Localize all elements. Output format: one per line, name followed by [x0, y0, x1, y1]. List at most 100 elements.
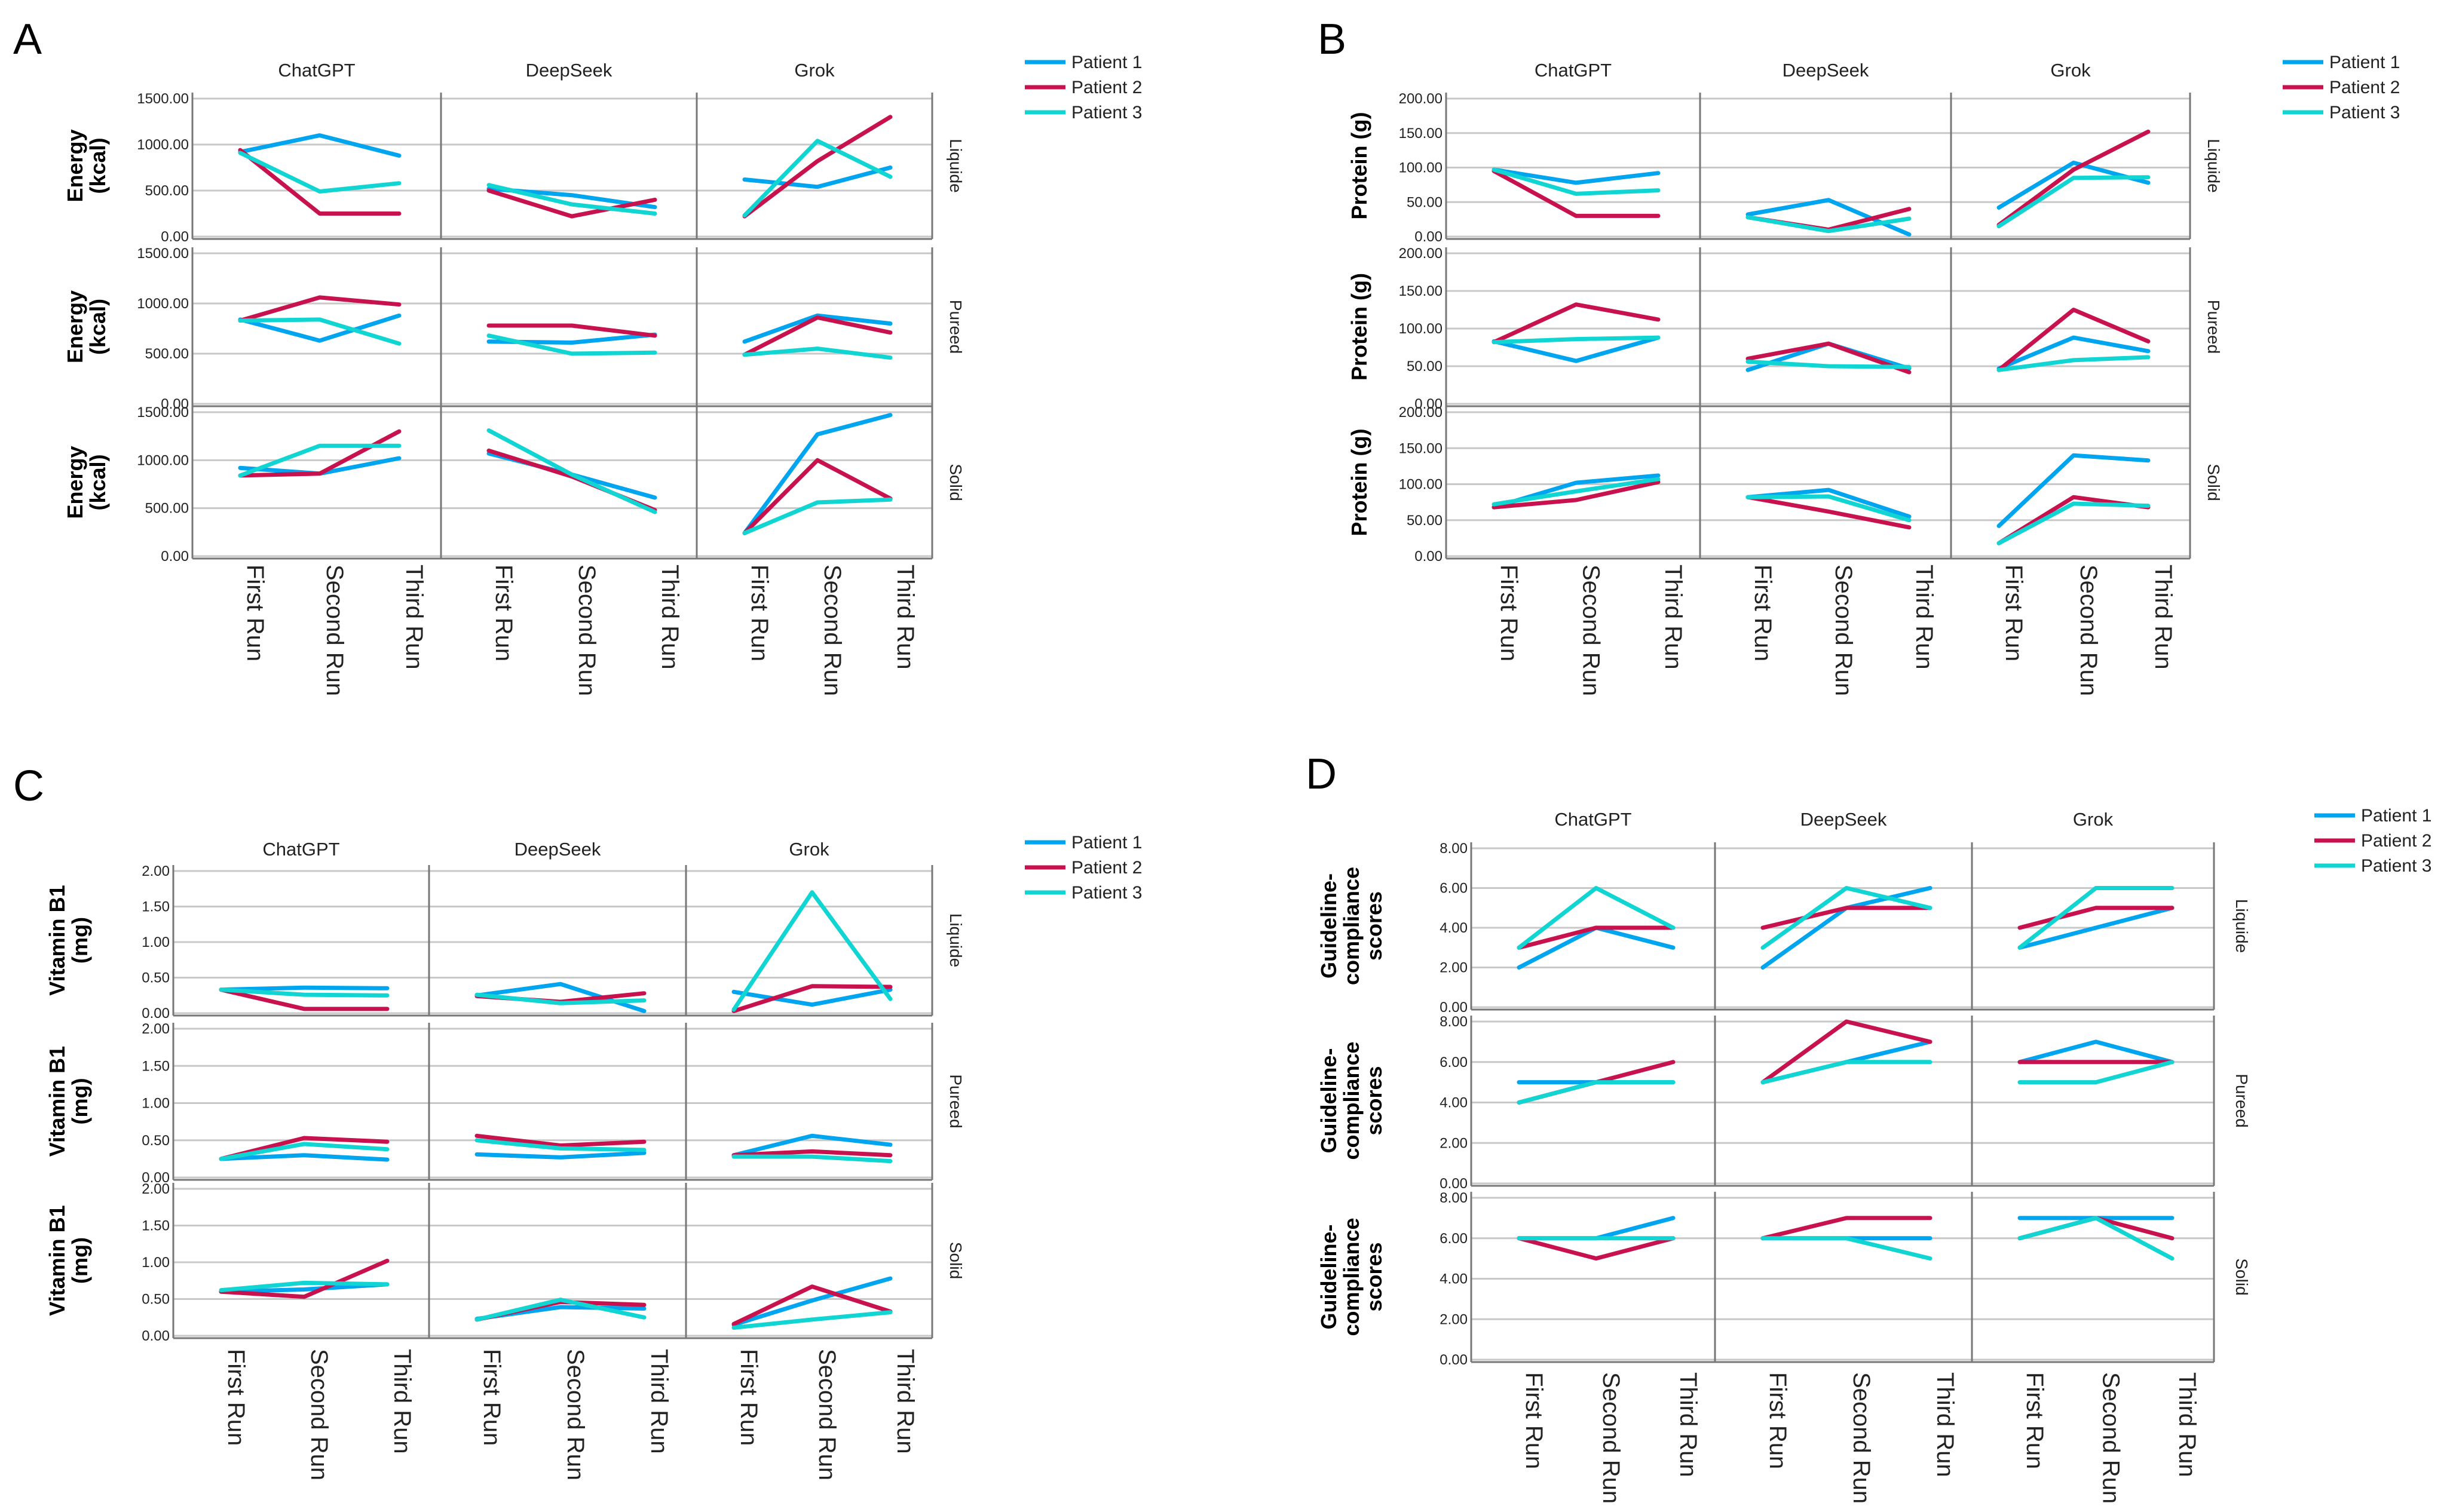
series-line-patient-3	[1996, 501, 2151, 545]
series-line-patient-3	[731, 1310, 893, 1330]
series-line-patient-2	[1760, 906, 1933, 930]
y-axis-label-line: Protein (g)	[1347, 112, 1371, 220]
series-line-patient-2	[2017, 906, 2175, 930]
legend-label: Patient 3	[2329, 103, 2400, 122]
legend-label: Patient 1	[1071, 53, 1142, 72]
y-tick-label: 2.00	[142, 1021, 170, 1037]
column-title: DeepSeek	[526, 60, 612, 81]
x-tick-label: Second Run	[1848, 1372, 1875, 1504]
y-tick-label: 4.00	[1440, 1271, 1468, 1287]
series-line-patient-1	[219, 985, 390, 992]
x-tick-label: Third Run	[892, 1349, 918, 1454]
y-tick-label: 1500.00	[137, 404, 189, 421]
series-line-patient-2	[486, 323, 657, 338]
series-line-patient-2	[731, 1149, 893, 1158]
series-line-patient-1	[731, 987, 893, 1007]
y-tick-label: 150.00	[1399, 440, 1443, 456]
series-line-patient-3	[742, 139, 893, 218]
y-tick-label: 0.00	[1440, 1352, 1468, 1368]
y-axis-label-line: compliance	[1339, 1041, 1364, 1160]
x-tick-label: Second Run	[1578, 565, 1604, 696]
x-tick-label: Second Run	[1830, 565, 1857, 696]
x-tick-label: First Run	[2022, 1372, 2048, 1469]
x-tick-label: Third Run	[2150, 565, 2176, 670]
series-line-patient-3	[474, 1298, 647, 1322]
x-tick-label: Third Run	[401, 565, 427, 670]
x-tick-label: Third Run	[1660, 565, 1686, 670]
series-line-patient-3	[486, 183, 657, 216]
y-tick-label: 100.00	[1399, 321, 1443, 337]
x-tick-label: Third Run	[1675, 1372, 1701, 1477]
series-line-patient-1	[1517, 1216, 1676, 1241]
series-line-patient-1	[1517, 925, 1676, 970]
y-tick-label: 2.00	[142, 863, 170, 879]
series-line-patient-1	[219, 1282, 390, 1294]
series-line-patient-2	[1492, 302, 1661, 345]
series-line-patient-2	[742, 115, 893, 219]
y-tick-label: 150.00	[1399, 125, 1443, 142]
x-tick-label: Second Run	[2098, 1372, 2124, 1504]
y-axis-label-line: scores	[1362, 1242, 1386, 1311]
y-tick-label: 0.00	[1414, 396, 1443, 412]
series-line-patient-2	[1760, 1216, 1933, 1241]
y-axis-label-line: scores	[1362, 1066, 1386, 1135]
panel-C: C ChatGPT DeepSeek Grok 0.00 0.50 1.00 1.50 2.00…	[13, 762, 1142, 1480]
column-title: Grok	[2073, 809, 2114, 830]
series-line-patient-2	[219, 987, 390, 1011]
y-tick-label: 0.00	[161, 396, 189, 412]
series-line-patient-3	[238, 151, 402, 194]
y-axis-label-line: Guideline-	[1316, 1224, 1341, 1329]
series-line-patient-2	[486, 188, 657, 219]
row-facet-label: Pureed	[2204, 300, 2223, 354]
series-line-patient-3	[1996, 175, 2151, 229]
y-tick-label: 150.00	[1399, 283, 1443, 299]
x-tick-label: First Run	[242, 565, 268, 661]
y-axis-label-line: (kcal)	[85, 137, 110, 194]
column-title: DeepSeek	[514, 839, 601, 860]
y-tick-label: 0.00	[142, 1170, 170, 1186]
x-tick-label: First Run	[1496, 565, 1522, 661]
series-line-patient-3	[1760, 886, 1933, 950]
y-tick-label: 1.50	[142, 1058, 170, 1074]
series-line-patient-1	[2017, 1039, 2175, 1065]
series-line-patient-1	[474, 1151, 647, 1160]
y-axis-label-line: (kcal)	[85, 454, 110, 510]
row-facet-label: Pureed	[947, 300, 965, 354]
row-facet-label: Liquide	[2204, 139, 2223, 192]
panel-letter: B	[1318, 16, 1346, 63]
series-line-patient-2	[2017, 1216, 2175, 1241]
y-axis-label-line: Energy	[63, 290, 87, 363]
row-facet-label: Pureed	[2232, 1074, 2251, 1127]
legend-label: Patient 2	[2329, 78, 2400, 97]
y-tick-label: 200.00	[1399, 404, 1443, 421]
series-line-patient-3	[1492, 167, 1661, 196]
row-facet-label: Solid	[2204, 464, 2223, 501]
y-tick-label: 1000.00	[137, 452, 189, 468]
y-tick-label: 1.00	[142, 934, 170, 950]
series-line-patient-1	[238, 313, 402, 343]
series-line-patient-3	[219, 1142, 390, 1161]
series-line-patient-3	[742, 497, 893, 535]
x-tick-label: Third Run	[892, 565, 918, 670]
series-line-patient-3	[1745, 215, 1912, 234]
y-axis-label: Energy(kcal)	[63, 129, 110, 202]
legend-label: Patient 1	[2329, 53, 2400, 72]
y-axis-label: Guideline-compliancescores	[1316, 1041, 1386, 1160]
column-title: ChatGPT	[278, 60, 355, 81]
series-line-patient-2	[474, 1133, 647, 1148]
y-tick-label: 2.00	[1440, 1311, 1468, 1327]
y-tick-label: 0.50	[142, 970, 170, 986]
series-line-patient-3	[238, 443, 402, 478]
series-line-patient-2	[1996, 129, 2151, 227]
y-axis-label: Vitamin B1(mg)	[45, 885, 92, 995]
legend-label: Patient 1	[1071, 833, 1142, 852]
legend-label: Patient 3	[1071, 883, 1142, 903]
series-line-patient-1	[1996, 453, 2151, 528]
series-line-patient-3	[1760, 1060, 1933, 1085]
panel-D: D ChatGPT DeepSeek Grok 0.00 2.00 4.00 6.00 8.00…	[1306, 750, 2431, 1504]
y-axis-label-line: (mg)	[68, 1237, 92, 1284]
series-line-patient-2	[742, 315, 893, 357]
x-tick-label: First Run	[736, 1349, 762, 1446]
series-line-patient-3	[1492, 477, 1661, 507]
y-axis-label: Guideline-compliancescores	[1316, 867, 1386, 985]
